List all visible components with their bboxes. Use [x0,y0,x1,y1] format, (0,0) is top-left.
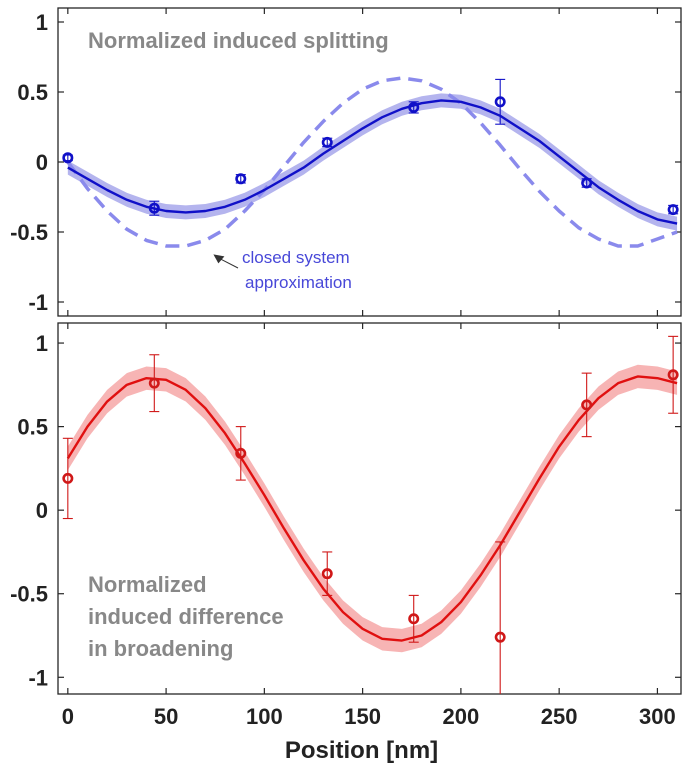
data-point [321,568,333,580]
data-point [667,204,679,216]
confidence-band [67,93,678,231]
x-tick-label: 100 [246,704,283,729]
x-tick-label: 250 [541,704,578,729]
data-point [148,377,160,389]
data-point [235,447,247,459]
data-point [62,472,74,484]
data-point [667,369,679,381]
plot-frame [57,7,682,317]
panel-title-line: Normalized [88,572,207,597]
data-point [581,399,593,411]
confidence-band [67,364,678,653]
x-tick-label: 0 [62,704,74,729]
data-point [408,613,420,625]
y-tick-label: -0.5 [10,220,48,245]
y-tick-label: 0.5 [17,415,48,440]
x-axis-label: Position [nm] [285,737,438,764]
data-point [235,173,247,185]
x-tick-label: 300 [639,704,676,729]
y-tick-label: 1 [36,331,48,356]
fit-curve [66,375,678,642]
y-tick-label: 0.5 [17,80,48,105]
annotation-line: closed system [242,248,350,267]
fit-curve [67,99,678,225]
y-tick-label: 0 [36,150,48,175]
data-point [148,202,160,214]
data-point [321,136,333,148]
y-tick-label: -1 [28,290,48,315]
data-point [494,631,506,643]
y-tick-label: -0.5 [10,582,48,607]
data-point [581,177,593,189]
closed-system-curve [66,76,678,248]
data-point [494,96,506,108]
data-point [408,101,420,113]
panel-title-line: induced difference [88,604,284,629]
annotation-arrow [219,257,239,269]
x-tick-label: 50 [154,704,178,729]
annotation-line: approximation [245,273,352,292]
x-tick-label: 200 [443,704,480,729]
y-tick-label: 1 [36,10,48,35]
annotation-arrowhead [213,254,225,264]
data-point [62,152,74,164]
splitting-panel: 1 0.5 0 -0.5 -1 Normalized induced splitting c… [10,7,682,317]
broadening-panel: 1 0.5 0 -0.5 -1 0 50 100 150 200 250 300 Normalized i… [10,322,682,764]
x-tick-label: 150 [344,704,381,729]
y-tick-label: 0 [36,498,48,523]
y-tick-label: -1 [28,665,48,690]
panel-title: Normalized induced splitting [88,28,389,53]
panel-title-line: in broadening [88,636,233,661]
